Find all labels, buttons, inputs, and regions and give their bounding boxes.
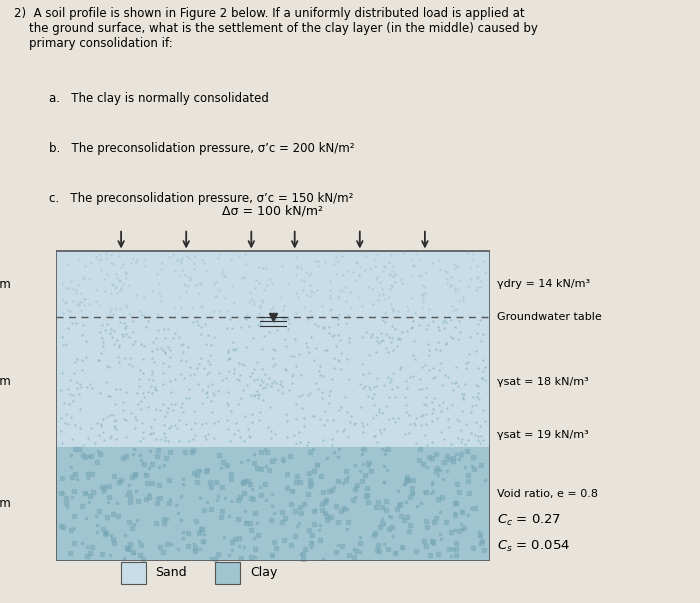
Text: $C_s$ = 0.054: $C_s$ = 0.054 — [496, 538, 570, 554]
Text: Δσ = 100 kN/m²: Δσ = 100 kN/m² — [223, 204, 323, 217]
Text: 3.5 m: 3.5 m — [0, 497, 10, 510]
Text: 4 m: 4 m — [0, 375, 10, 388]
Text: Groundwater table: Groundwater table — [496, 312, 601, 321]
Bar — [216, 562, 241, 584]
Text: Clay: Clay — [250, 566, 277, 579]
Text: $C_c$ = 0.27: $C_c$ = 0.27 — [496, 513, 561, 528]
Text: Sand: Sand — [155, 566, 187, 579]
Text: γdry = 14 kN/m³: γdry = 14 kN/m³ — [496, 279, 589, 289]
Text: c.   The preconsolidation pressure, σ’c = 150 kN/m²: c. The preconsolidation pressure, σ’c = … — [49, 192, 354, 206]
Text: γsat = 19 kN/m³: γsat = 19 kN/m³ — [496, 431, 588, 440]
Text: 2)  A soil profile is shown in Figure 2 below. If a uniformly distributed load i: 2) A soil profile is shown in Figure 2 b… — [14, 7, 538, 50]
Bar — [120, 562, 146, 584]
Text: a.   The clay is normally consolidated: a. The clay is normally consolidated — [49, 92, 269, 105]
Text: γsat = 18 kN/m³: γsat = 18 kN/m³ — [496, 377, 588, 387]
Text: 2 m: 2 m — [0, 277, 10, 291]
FancyBboxPatch shape — [56, 251, 490, 561]
Text: b.   The preconsolidation pressure, σ’c = 200 kN/m²: b. The preconsolidation pressure, σ’c = … — [49, 142, 354, 155]
Text: Void ratio, e = 0.8: Void ratio, e = 0.8 — [496, 489, 598, 499]
FancyBboxPatch shape — [56, 447, 490, 561]
